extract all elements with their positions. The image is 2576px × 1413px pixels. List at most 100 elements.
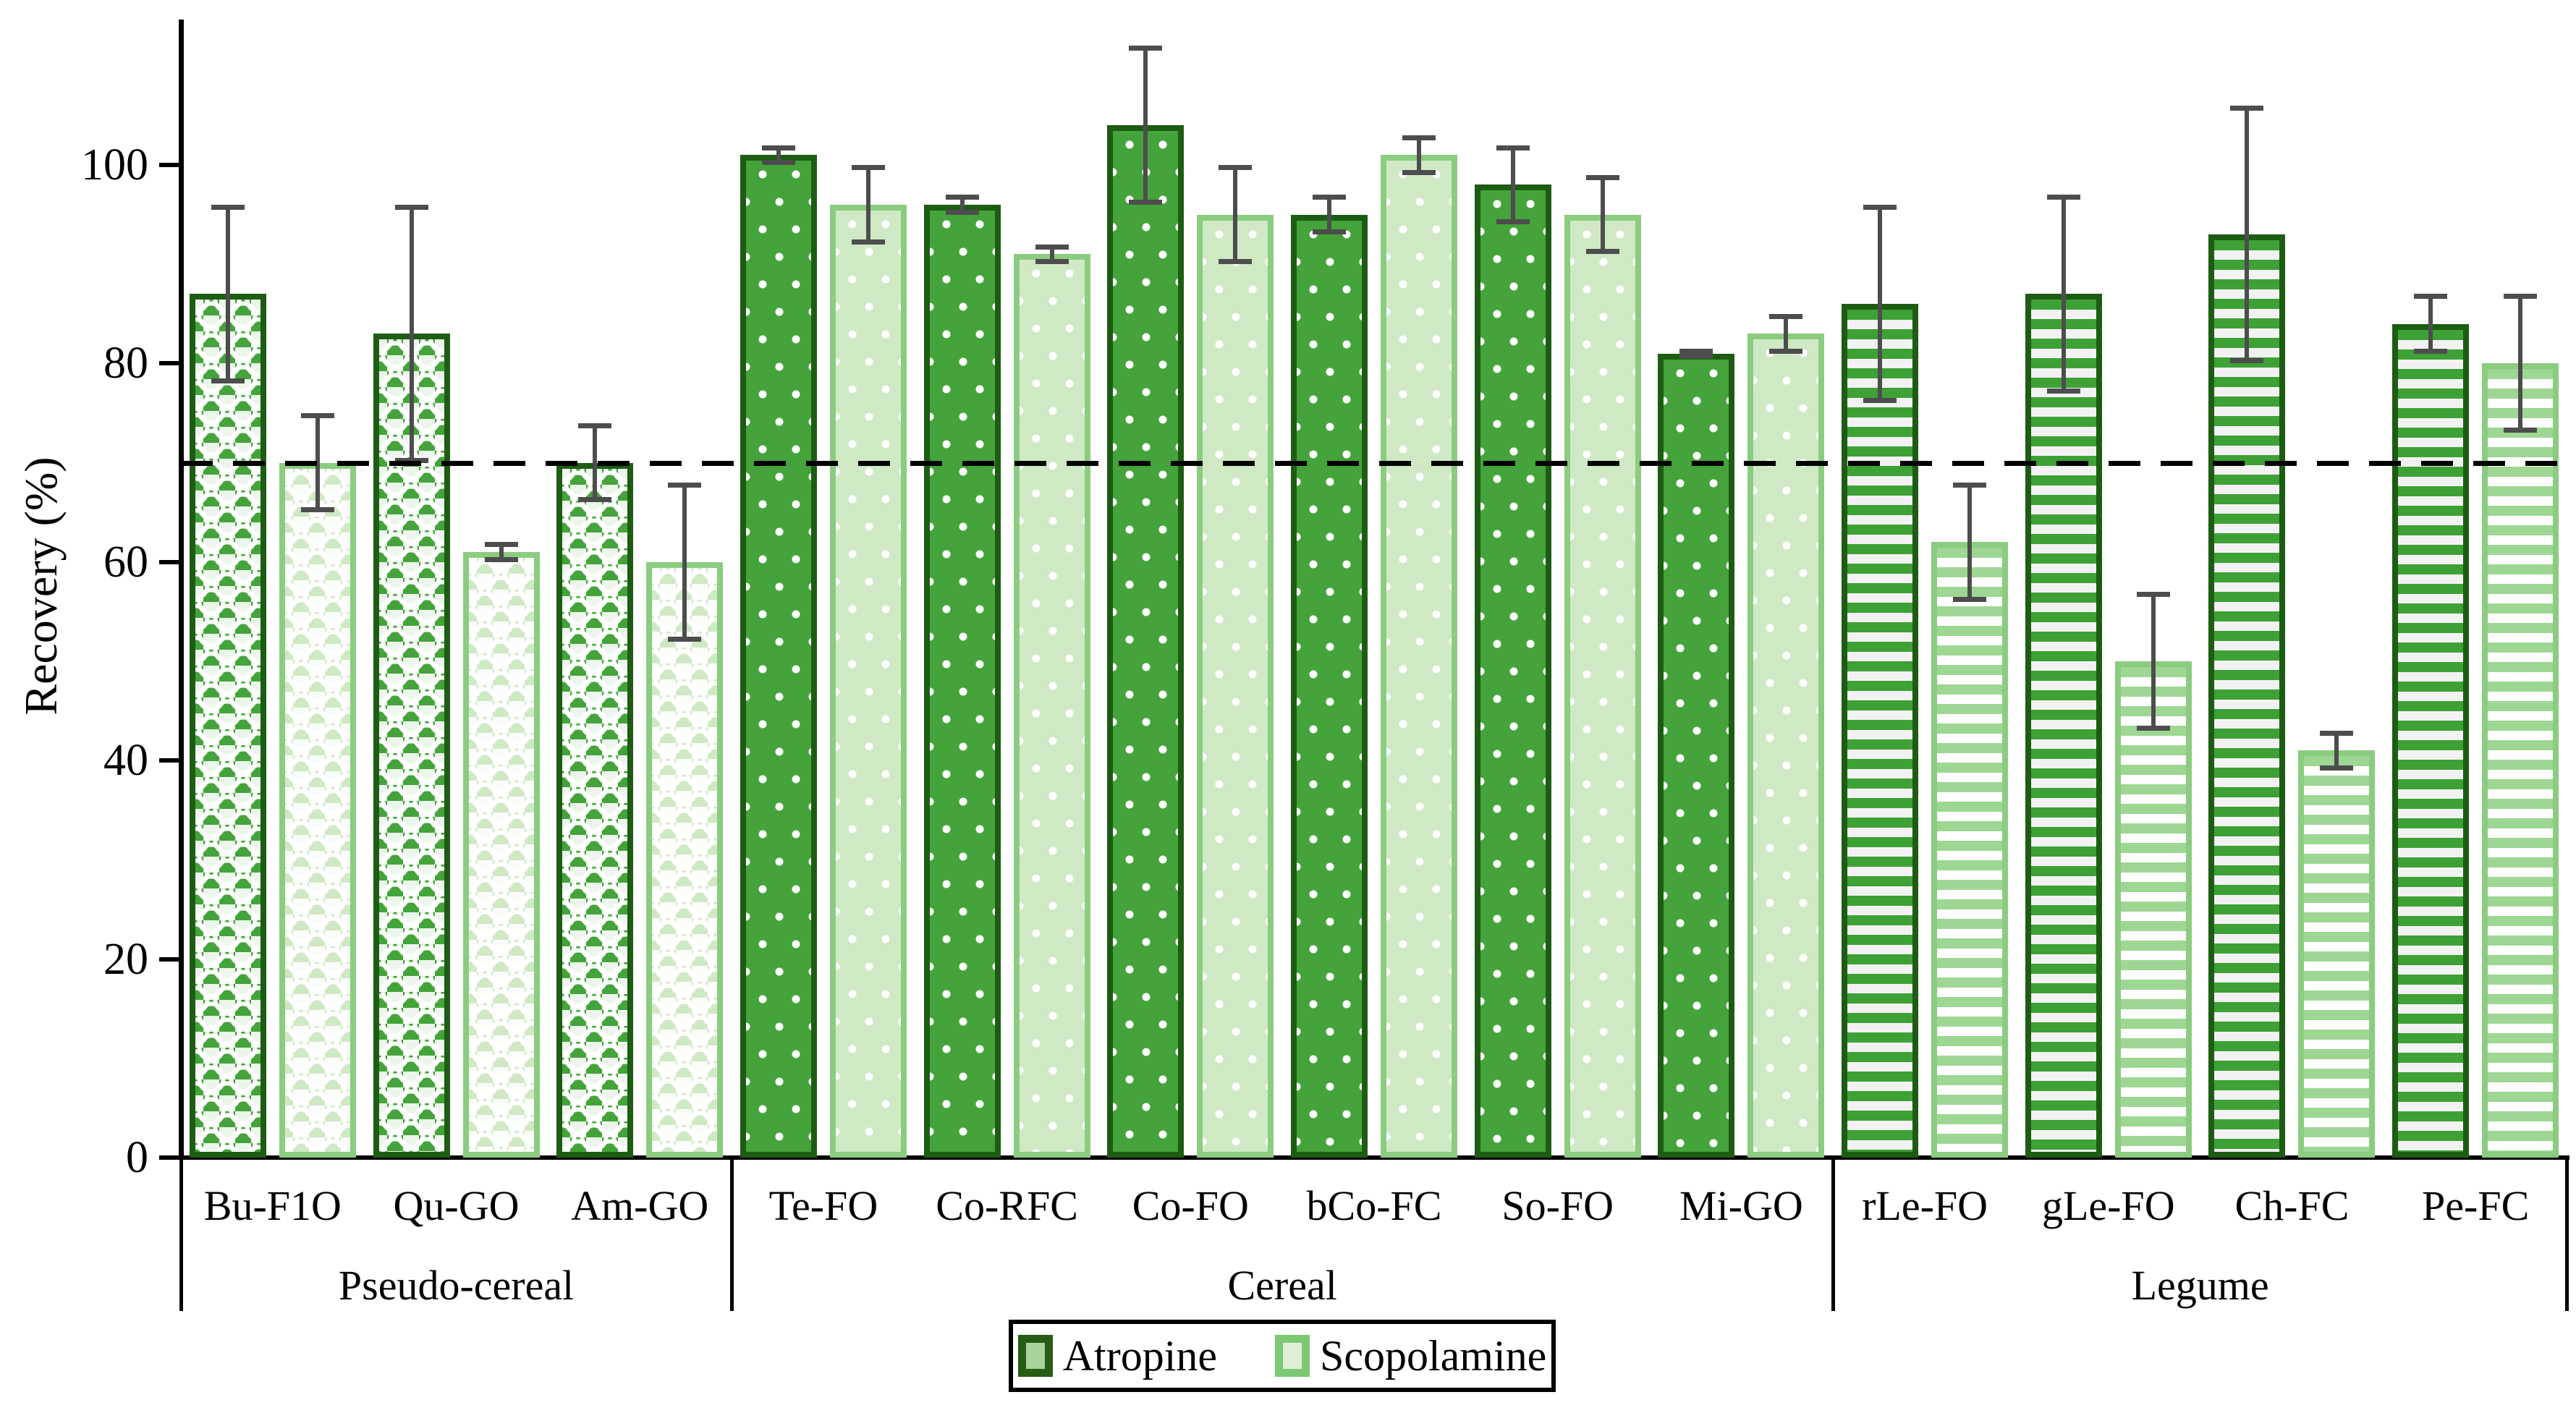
error-bar-Co-FO-atropine [1107,46,1184,205]
error-bar-Qu-GO-scopolamine [463,542,540,562]
error-bar-bCo-FC-atropine [1291,195,1368,235]
error-bar-Mi-GO-atropine [1658,348,1734,359]
error-bar-Pe-FC-atropine [2392,294,2469,354]
error-bar-part [2061,195,2066,394]
error-bar-Co-RFC-atropine [924,195,1001,215]
category-label-Co-RFC: Co-RFC [936,1182,1078,1229]
y-axis-line [179,20,184,1160]
category-label-Bu-F1O: Bu-F1O [203,1182,342,1229]
error-bar-Bu-F1O-atropine [190,204,266,383]
y-axis-title: Recovery (%) [15,457,67,716]
bar-Pe-FC-scopolamine [2482,363,2559,1158]
bar-Te-FO-atropine [740,155,817,1158]
bar-Bu-F1O-atropine [189,294,266,1158]
scopolamine-swatch-icon [1275,1335,1310,1377]
error-bar-part [668,636,702,642]
bar-Am-GO-atropine [556,462,634,1158]
error-bar-part [409,204,414,463]
error-bar-part [2504,428,2538,433]
category-label-Ch-FC: Ch-FC [2234,1182,2350,1229]
error-bar-rLe-FO-atropine [1842,204,1918,404]
category-label-bCo-FC: bCo-FC [1306,1182,1442,1229]
bar-gLe-FO-atropine [2025,294,2102,1158]
error-bar-part [851,165,885,170]
bar-Pe-FC-atropine [2392,323,2470,1158]
error-bar-part [959,195,965,215]
error-bar-part [1967,483,1973,602]
y-tick-label: 0 [126,1133,148,1182]
group-label-Cereal: Cereal [1227,1262,1337,1309]
error-bar-part [1313,195,1346,200]
legend-item-scopolamine: Scopolamine [1275,1334,1546,1378]
error-bar-part [211,378,245,383]
bar-Bu-F1O-scopolamine [279,462,356,1158]
error-bar-part [2046,388,2080,394]
error-bar-part [394,204,428,210]
category-label-Mi-GO: Mi-GO [1679,1182,1803,1229]
error-bar-part [1510,145,1515,225]
error-bar-part [761,145,795,150]
error-bar-part [300,507,334,513]
error-bar-part [1129,46,1163,51]
error-bar-part [776,145,781,165]
error-bar-part [1600,174,1605,255]
error-bar-part [1219,165,1253,170]
error-bar-part [394,457,428,463]
error-bar-part [1863,398,1897,404]
error-bar-part [2136,591,2170,597]
category-label-gLe-FO: gLe-FO [2041,1182,2175,1229]
error-bar-part [1129,199,1163,205]
bar-Mi-GO-atropine [1658,353,1735,1158]
atropine-swatch-icon [1017,1335,1053,1377]
y-tick-mark [159,956,181,962]
error-bar-Mi-GO-scopolamine [1747,313,1824,354]
error-bar-part [1496,219,1530,225]
error-bar-part [2320,731,2354,737]
bar-Co-FO-atropine [1107,125,1185,1158]
bar-Ch-FC-scopolamine [2298,750,2376,1158]
error-bar-part [668,483,702,488]
error-bar-Co-RFC-scopolamine [1014,244,1090,265]
error-bar-gLe-FO-atropine [2025,195,2102,394]
error-bar-part [2414,348,2448,354]
error-bar-Qu-GO-atropine [373,204,450,463]
error-bar-part [2518,294,2523,433]
category-label-rLe-FO: rLe-FO [1862,1182,1988,1229]
error-bar-part [1417,135,1421,175]
error-bar-part [1035,244,1069,250]
group-separator [730,1158,734,1311]
bar-bCo-FC-atropine [1291,214,1368,1158]
error-bar-Co-FO-scopolamine [1197,165,1274,265]
error-bar-part [1402,135,1436,140]
bar-Qu-GO-atropine [373,334,450,1158]
error-bar-part [2230,105,2264,111]
bar-bCo-FC-scopolamine [1381,155,1457,1158]
error-bar-part [484,542,518,548]
error-bar-part [1953,483,1987,488]
bar-gLe-FO-scopolamine [2114,661,2192,1158]
y-tick-mark [159,163,181,167]
error-bar-Ch-FC-atropine [2208,105,2285,364]
bar-Qu-GO-scopolamine [462,552,540,1158]
error-bar-part [1585,249,1619,255]
error-bar-So-FO-atropine [1475,145,1551,225]
group-label-Legume: Legume [2131,1262,2269,1309]
legend: Atropine Scopolamine [1009,1320,1556,1392]
error-bar-part [1863,204,1897,210]
error-bar-part [1143,46,1148,205]
error-bar-part [945,209,979,215]
error-bar-part [2230,358,2264,364]
error-bar-part [2414,294,2448,300]
category-label-So-FO: So-FO [1501,1182,1614,1229]
error-bar-part [1953,596,1987,602]
error-bar-part [1784,313,1789,354]
error-bar-part [499,542,504,562]
error-bar-part [1496,145,1530,150]
group-label-Pseudo-cereal: Pseudo-cereal [338,1262,575,1309]
error-bar-part [1049,244,1054,265]
bar-So-FO-scopolamine [1564,214,1641,1158]
error-bar-Ch-FC-scopolamine [2298,731,2375,771]
category-label-Co-FO: Co-FO [1132,1182,1249,1229]
error-bar-rLe-FO-scopolamine [1931,483,2008,602]
bar-Am-GO-scopolamine [646,561,724,1158]
